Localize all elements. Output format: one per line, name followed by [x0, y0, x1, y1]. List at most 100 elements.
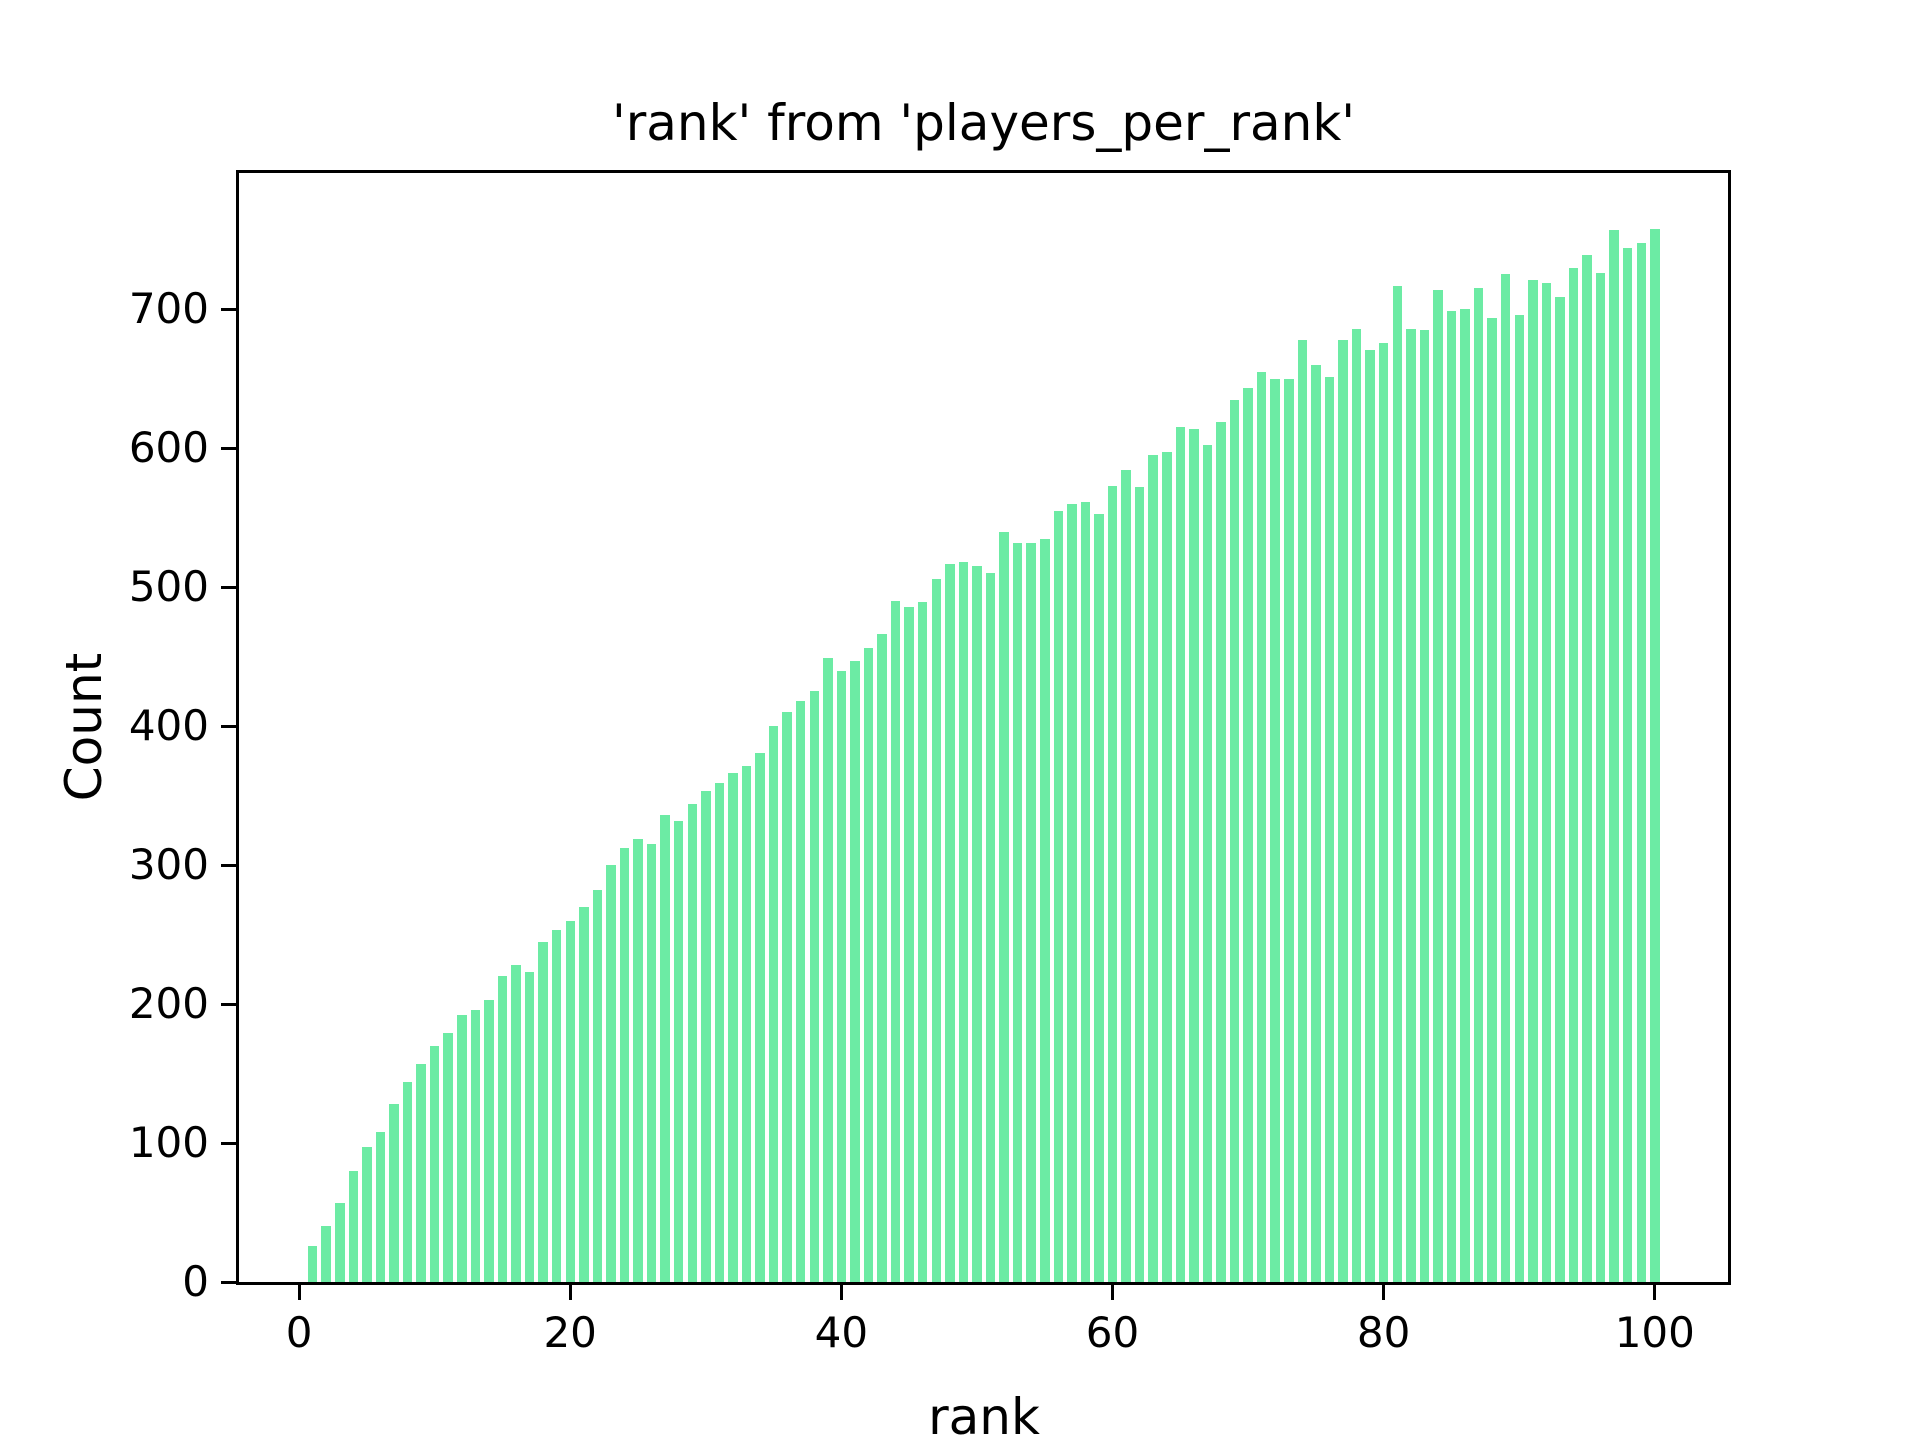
bar-rank-51	[985, 573, 996, 1282]
bar-rank-27	[660, 815, 670, 1282]
x-tick-80	[1382, 1285, 1386, 1300]
bar-rank-93	[1555, 296, 1565, 1282]
bar-rank-77	[1338, 339, 1348, 1282]
bar-rank-94	[1568, 267, 1579, 1282]
bar-rank-78	[1351, 328, 1362, 1282]
plot-area	[236, 170, 1731, 1285]
bar-rank-96	[1595, 273, 1606, 1282]
x-tick-100	[1653, 1285, 1657, 1300]
bar-rank-4	[348, 1170, 358, 1282]
bar-rank-17	[524, 972, 535, 1282]
bar-rank-79	[1365, 349, 1375, 1282]
x-tick-0	[297, 1285, 301, 1300]
bar-rank-90	[1514, 314, 1524, 1282]
x-tick-label-100: 100	[1614, 1308, 1695, 1357]
bar-rank-82	[1406, 328, 1416, 1282]
x-tick-label-0: 0	[285, 1308, 313, 1357]
bar-rank-91	[1528, 280, 1538, 1282]
bar-rank-45	[904, 606, 914, 1282]
bar-rank-65	[1175, 427, 1185, 1282]
bar-rank-53	[1012, 542, 1023, 1282]
bar-rank-3	[335, 1202, 345, 1282]
bar-rank-60	[1107, 485, 1118, 1282]
bar-rank-30	[701, 791, 711, 1282]
y-tick-500	[221, 585, 236, 589]
bar-rank-12	[457, 1015, 467, 1282]
bar-rank-61	[1121, 470, 1131, 1282]
bar-rank-85	[1446, 310, 1457, 1282]
bar-rank-49	[958, 562, 969, 1282]
spine-right	[1728, 170, 1731, 1285]
bar-rank-48	[945, 563, 955, 1282]
spine-left	[236, 170, 239, 1285]
bar-rank-58	[1080, 502, 1091, 1282]
bar-rank-41	[850, 660, 860, 1282]
bar-rank-8	[402, 1081, 413, 1282]
bar-rank-54	[1026, 542, 1036, 1282]
bar-rank-34	[755, 752, 765, 1282]
x-tick-20	[568, 1285, 572, 1300]
spine-top	[236, 170, 1731, 173]
bar-rank-89	[1500, 274, 1511, 1282]
bar-rank-100	[1650, 228, 1660, 1282]
bar-rank-36	[782, 712, 792, 1282]
bar-rank-2	[321, 1226, 331, 1282]
x-tick-label-20: 20	[543, 1308, 597, 1357]
bar-rank-74	[1297, 339, 1308, 1282]
chart-title: 'rank' from 'players_per_rank'	[611, 94, 1356, 152]
y-axis-label: Count	[55, 652, 113, 802]
bar-rank-28	[673, 820, 684, 1282]
bar-rank-24	[619, 848, 630, 1282]
bar-rank-21	[579, 906, 589, 1282]
bar-rank-52	[999, 531, 1009, 1282]
bar-rank-37	[795, 701, 806, 1282]
y-tick-200	[221, 1002, 236, 1006]
bar-rank-57	[1067, 503, 1077, 1282]
bar-rank-16	[511, 965, 521, 1282]
bar-rank-66	[1189, 428, 1199, 1282]
bar-rank-59	[1094, 513, 1104, 1282]
bar-rank-88	[1487, 317, 1497, 1282]
bar-rank-38	[809, 691, 819, 1282]
bar-rank-81	[1392, 285, 1402, 1282]
x-tick-60	[1111, 1285, 1114, 1300]
x-tick-label-80: 80	[1356, 1308, 1411, 1357]
bar-rank-23	[606, 865, 616, 1282]
x-tick-label-60: 60	[1085, 1308, 1140, 1357]
bar-rank-35	[768, 726, 779, 1282]
bar-rank-83	[1419, 330, 1430, 1282]
bar-rank-68	[1216, 421, 1226, 1282]
bar-rank-72	[1270, 378, 1280, 1282]
bar-rank-19	[551, 930, 562, 1282]
bar-rank-50	[972, 566, 982, 1282]
spine-bottom	[236, 1282, 1731, 1285]
y-tick-100	[221, 1141, 236, 1145]
bar-rank-22	[592, 890, 603, 1282]
bar-rank-95	[1582, 255, 1592, 1282]
bar-rank-7	[389, 1104, 399, 1282]
bar-rank-69	[1229, 399, 1240, 1282]
bar-rank-6	[375, 1131, 386, 1282]
bar-rank-64	[1162, 452, 1172, 1282]
bar-rank-10	[429, 1045, 440, 1282]
bar-rank-9	[416, 1063, 426, 1282]
bar-rank-42	[863, 648, 874, 1282]
y-tick-label-200: 200	[128, 979, 209, 1029]
y-tick-600	[221, 446, 236, 450]
bar-rank-71	[1256, 371, 1267, 1282]
bar-rank-67	[1202, 445, 1213, 1282]
bar-rank-1	[307, 1245, 318, 1282]
x-axis-label: rank	[928, 1388, 1040, 1440]
bar-rank-56	[1053, 510, 1063, 1282]
bar-rank-33	[741, 766, 752, 1282]
bar-rank-99	[1636, 242, 1646, 1282]
bar-rank-70	[1243, 388, 1253, 1282]
bar-rank-44	[890, 601, 901, 1282]
y-tick-label-400: 400	[128, 701, 209, 751]
bar-rank-11	[443, 1033, 453, 1282]
bar-rank-62	[1134, 487, 1145, 1282]
y-tick-label-700: 700	[128, 284, 209, 334]
bar-rank-31	[714, 783, 725, 1282]
bar-rank-26	[646, 844, 657, 1282]
